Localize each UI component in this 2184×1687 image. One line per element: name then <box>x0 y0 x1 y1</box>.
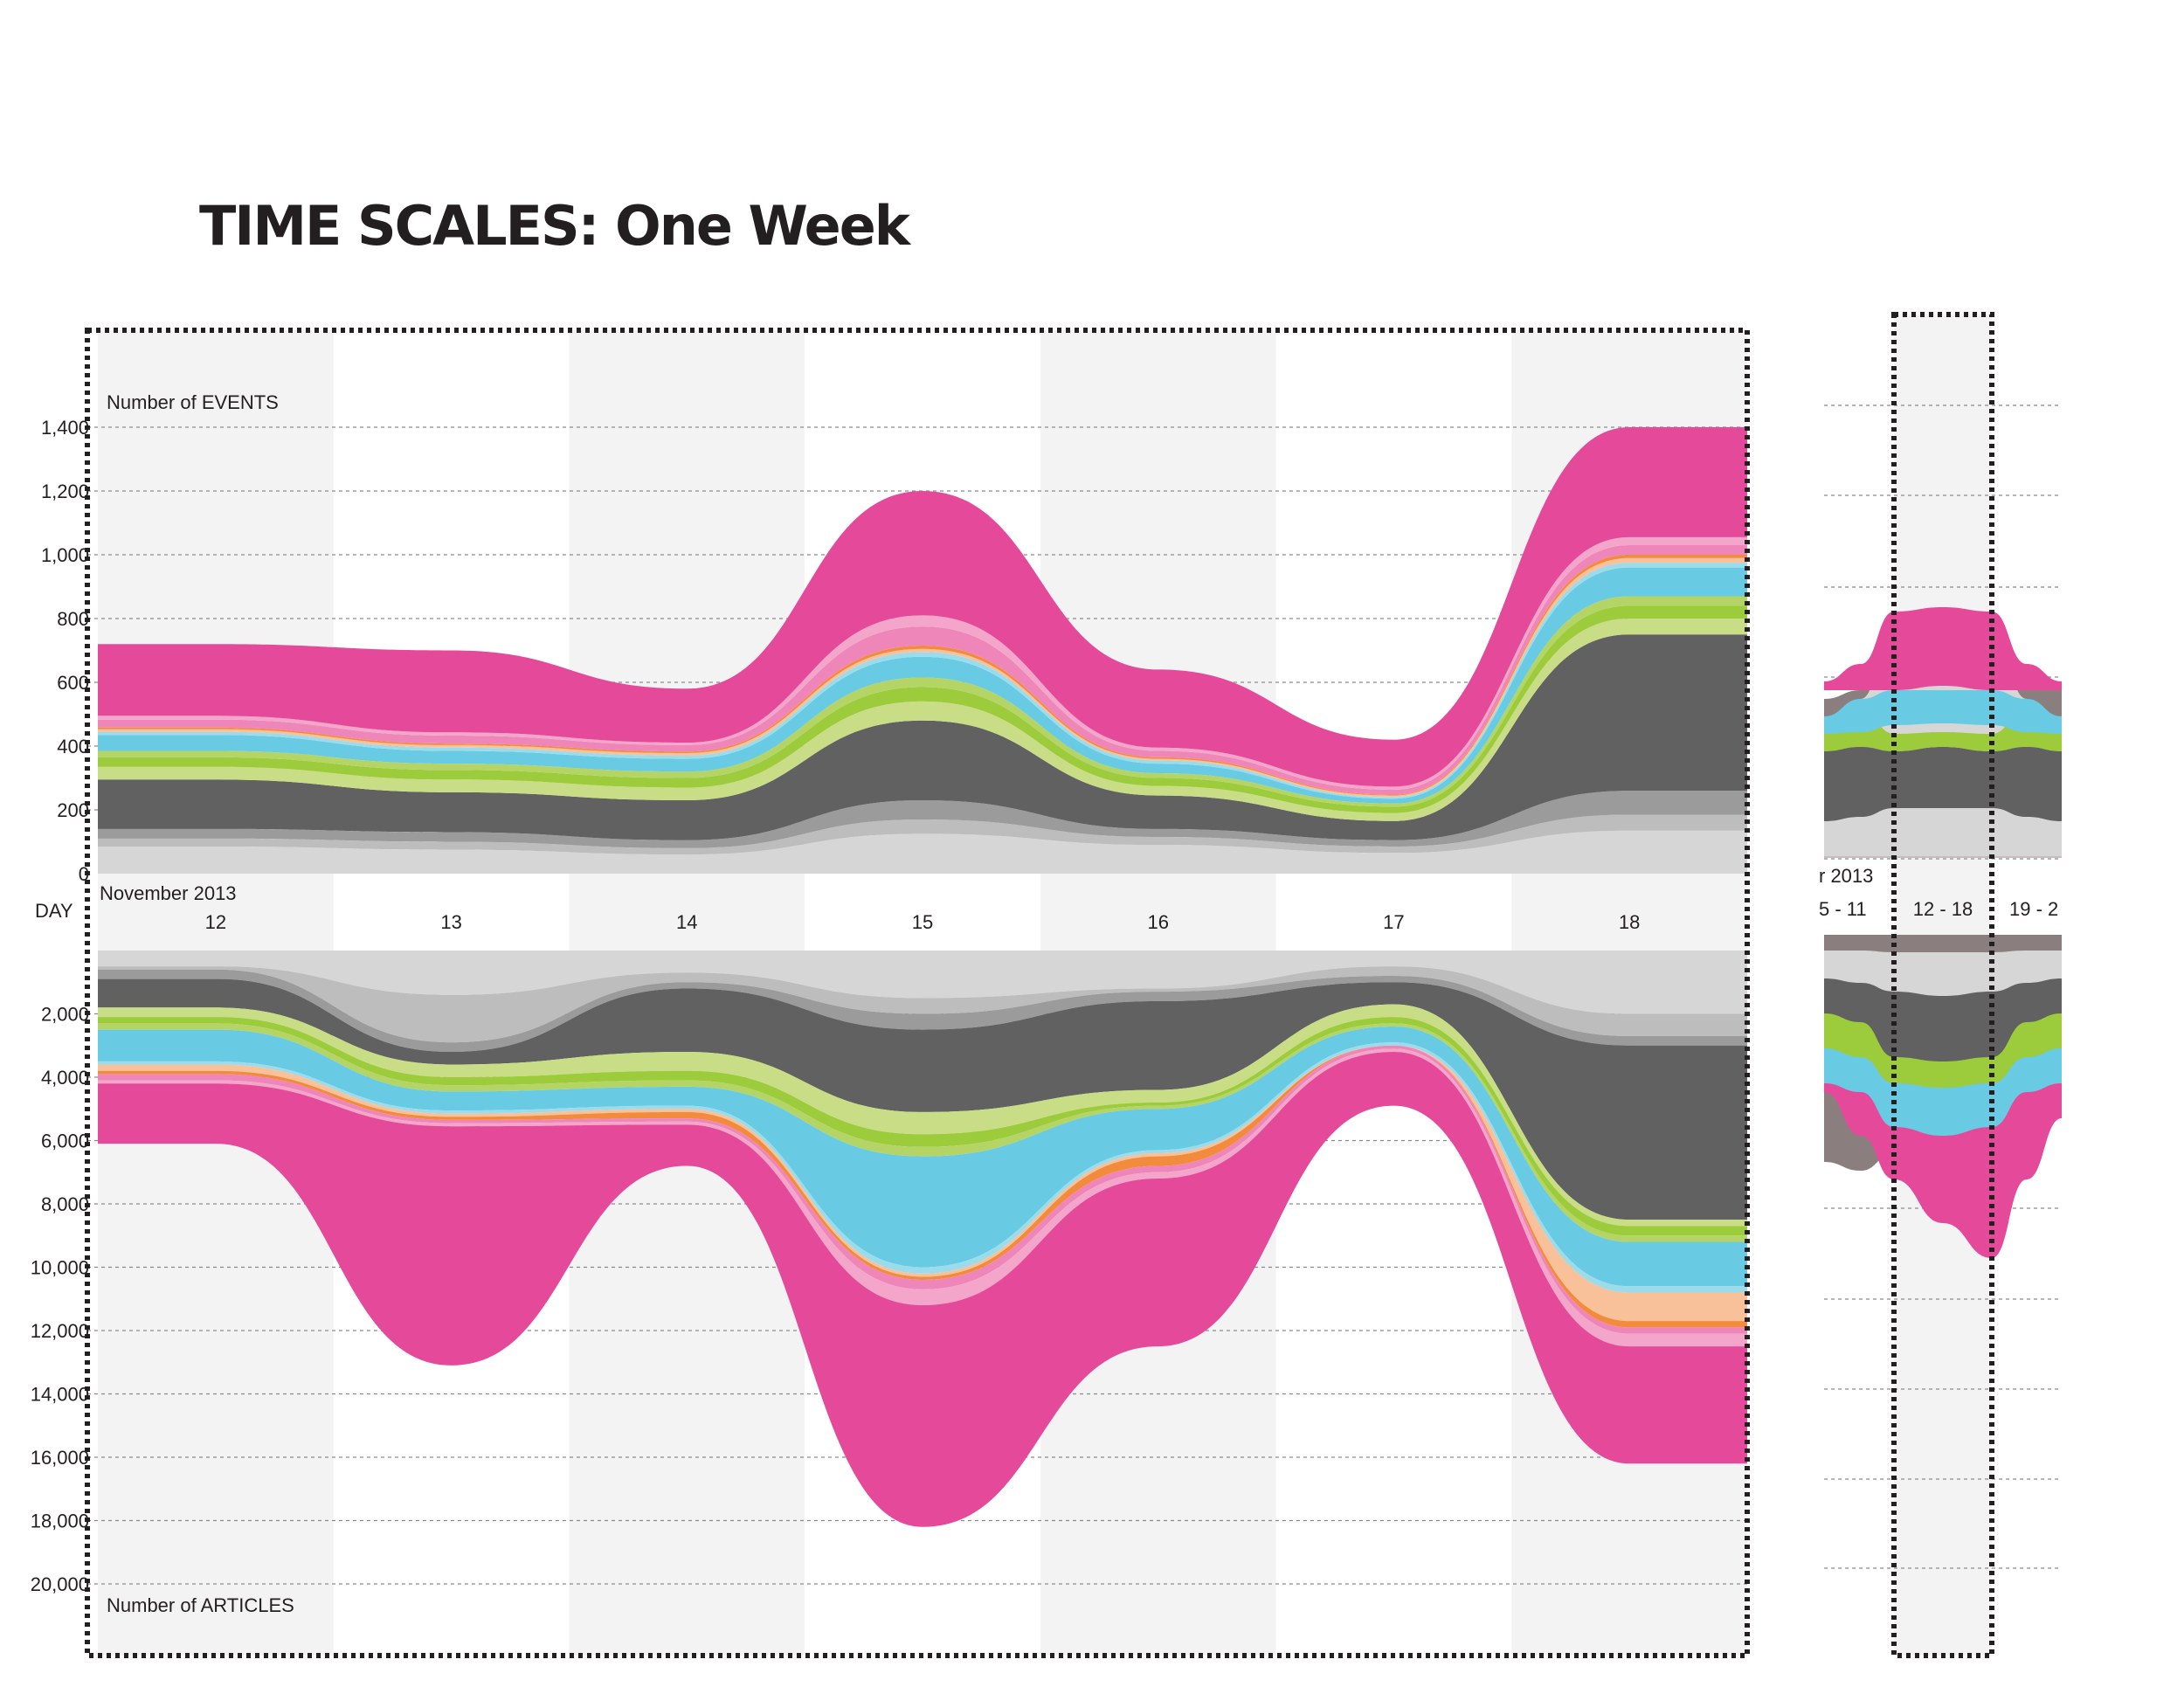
articles-layer-mid_gray <box>98 969 1747 1052</box>
events-layer-cyan <box>98 567 1747 804</box>
events-layer-pink1 <box>98 545 1747 795</box>
day-tick-label: 15 <box>912 911 933 933</box>
events-layer-green_light <box>98 619 1747 821</box>
events-layer-magenta <box>98 427 1747 787</box>
articles-y-tick: 10,000 <box>31 1257 89 1279</box>
mini-sel-ev-green <box>1824 708 2062 751</box>
articles-layer-cyan <box>98 1027 1747 1287</box>
day-tick-label: 17 <box>1383 911 1404 933</box>
day-tick-label: 14 <box>676 911 697 933</box>
articles-layer-magenta <box>98 1052 1747 1527</box>
articles-layer-dark_gray <box>98 978 1747 1220</box>
articles-y-tick: 18,000 <box>31 1511 89 1532</box>
mini-sel-ev-dark <box>1824 699 2062 821</box>
events-y-tick: 800 <box>57 608 89 630</box>
articles-y-tick: 2,000 <box>41 1004 89 1026</box>
mini-week-label: 19 - 2 <box>2009 898 2058 920</box>
articles-y-tick: 20,000 <box>31 1573 89 1595</box>
articles-y-tick: 14,000 <box>31 1384 89 1406</box>
day-tick-label: 18 <box>1619 911 1640 933</box>
axis-labels: Number of EVENTS Number of ARTICLES Novemb… <box>31 391 2059 1616</box>
selection-frames <box>85 312 1994 1658</box>
events-layer-green <box>98 605 1747 813</box>
day-axis-label: DAY <box>35 900 73 922</box>
events-y-tick: 1,200 <box>41 481 89 502</box>
mini-week-label: 12 - 18 <box>1913 898 1973 920</box>
articles-y-tick: 6,000 <box>41 1130 89 1152</box>
events-y-tick: 400 <box>57 736 89 757</box>
articles-streamgraph <box>98 951 1747 1527</box>
events-y-tick: 1,000 <box>41 544 89 566</box>
mini-month-label: r 2013 <box>1819 865 1873 887</box>
articles-y-tick: 12,000 <box>31 1320 89 1342</box>
mini-sel-ev-magenta <box>1824 607 2062 690</box>
events-streamgraph <box>98 427 1747 874</box>
events-axis-label: Number of EVENTS <box>107 391 279 413</box>
events-layer-mid_gray <box>98 791 1747 848</box>
day-tick-label: 16 <box>1147 911 1168 933</box>
mini-week-label: 5 - 11 <box>1819 898 1867 920</box>
events-layer-gray2 <box>98 814 1747 855</box>
mini-art-light <box>1824 951 2062 996</box>
events-layer-light_gray <box>98 830 1747 874</box>
articles-layer-pink2 <box>98 1048 1747 1347</box>
articles-y-tick: 4,000 <box>41 1067 89 1089</box>
articles-layer-gray2 <box>98 966 1747 1043</box>
events-y-tick: 0 <box>79 863 89 885</box>
events-y-tick: 200 <box>57 799 89 821</box>
articles-y-tick: 8,000 <box>41 1193 89 1215</box>
articles-axis-label: Number of ARTICLES <box>107 1594 294 1616</box>
day-tick-label: 12 <box>205 911 226 933</box>
events-y-tick: 1,400 <box>41 417 89 439</box>
chart-title: TIME SCALES: One Week <box>199 194 912 258</box>
articles-layer-green <box>98 1017 1747 1236</box>
articles-layer-green_light <box>98 1004 1747 1227</box>
articles-layer-cyan_light <box>98 1042 1747 1293</box>
articles-y-tick: 16,000 <box>31 1447 89 1469</box>
events-layer-dark_gray <box>98 634 1747 840</box>
week-frame <box>85 328 1750 1658</box>
day-tick-label: 13 <box>440 911 461 933</box>
articles-layer-light_gray <box>98 951 1747 1014</box>
month-label: November 2013 <box>100 882 237 904</box>
events-layer-green_mid <box>98 596 1747 807</box>
events-y-tick: 600 <box>57 672 89 694</box>
mini-overview-chart <box>1824 607 2062 1258</box>
mini-selection-frame <box>1891 312 1994 1658</box>
articles-layer-peach <box>98 1045 1747 1322</box>
mini-sel-ev-cyan <box>1824 690 2062 734</box>
